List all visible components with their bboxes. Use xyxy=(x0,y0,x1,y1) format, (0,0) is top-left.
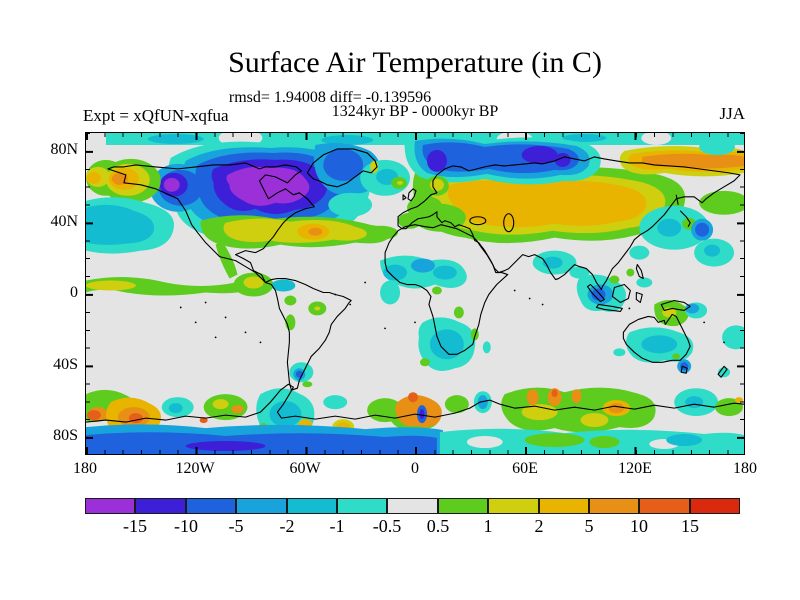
colorbar-segment xyxy=(387,498,438,514)
period-line: 1324kyr BP - 0000kyr BP xyxy=(331,103,499,120)
lon-label-120w: 120W xyxy=(175,460,215,477)
colorbar-segment xyxy=(488,498,539,514)
colorbar-label: -0.5 xyxy=(372,516,402,536)
colorbar-label: 10 xyxy=(630,516,648,536)
colorbar-label: -2 xyxy=(279,516,295,536)
colorbar-label: -5 xyxy=(228,516,244,536)
world-anomaly-map xyxy=(86,133,744,454)
colorbar-segment xyxy=(236,498,287,514)
coastlines xyxy=(86,148,744,423)
colorbar-segment xyxy=(185,498,237,514)
colorbar-label: 5 xyxy=(584,516,594,536)
colorbar-segment xyxy=(135,498,186,514)
colorbar-segment xyxy=(437,498,489,514)
colorbar-segment xyxy=(538,498,589,514)
colorbar-label: 1 xyxy=(483,516,493,536)
colorbar-label: -10 xyxy=(174,516,198,536)
colorbar-label: 15 xyxy=(681,516,699,536)
lat-label-80n: 80N xyxy=(50,141,78,158)
lon-label-120e: 120E xyxy=(618,460,652,477)
lon-label-0: 0 xyxy=(411,460,419,477)
lon-label-180e: 180 xyxy=(733,460,757,477)
colorbar-label: -1 xyxy=(329,516,345,536)
season-label: JJA xyxy=(719,104,745,123)
lat-label-0: 0 xyxy=(70,284,78,301)
lon-label-60e: 60E xyxy=(512,460,538,477)
lat-label-80s: 80S xyxy=(53,427,78,444)
lat-label-40s: 40S xyxy=(53,356,78,373)
colorbar-segment xyxy=(689,498,741,514)
map-frame xyxy=(85,132,745,455)
lon-label-60w: 60W xyxy=(289,460,321,477)
colorbar xyxy=(85,498,741,514)
lon-label-180w: 180 xyxy=(73,460,97,477)
colorbar-label: 2 xyxy=(534,516,544,536)
colorbar-segment xyxy=(85,498,136,514)
island-speckles xyxy=(179,281,725,344)
colorbar-label: 0.5 xyxy=(426,516,450,536)
page-title: Surface Air Temperature (in C) xyxy=(228,46,602,79)
colorbar-segment xyxy=(639,498,690,514)
experiment-label: Expt = xQfUN-xqfua xyxy=(83,106,229,125)
colorbar-segment xyxy=(336,498,388,514)
rmsd-diff-line: rmsd= 1.94008 diff= -0.139596 xyxy=(228,89,432,106)
colorbar-segment xyxy=(588,498,640,514)
colorbar-label: -15 xyxy=(123,516,147,536)
colorbar-segment xyxy=(286,498,337,514)
lat-label-40n: 40N xyxy=(50,213,78,230)
